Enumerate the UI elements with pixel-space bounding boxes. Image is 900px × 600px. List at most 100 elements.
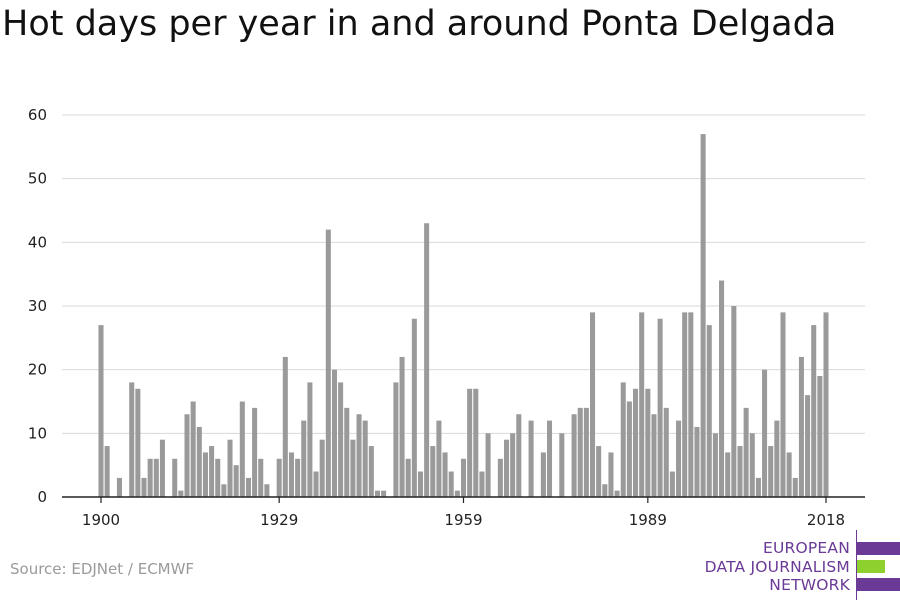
gridlines	[62, 114, 865, 434]
bar	[485, 433, 491, 497]
bar	[602, 484, 608, 497]
bar	[798, 356, 804, 497]
bar	[141, 477, 147, 497]
bar	[178, 490, 184, 497]
bar	[786, 452, 792, 497]
bar	[811, 325, 817, 497]
bar-chart: 0 10 20 30 40 50 60 1900 1929 1959 1989 2018	[28, 106, 865, 529]
bar	[620, 382, 626, 497]
bar	[350, 439, 356, 497]
y-tick-label: 10	[28, 424, 47, 442]
bar	[731, 306, 737, 497]
bar	[460, 458, 467, 497]
bar	[135, 388, 141, 497]
bar	[399, 356, 405, 497]
bar	[497, 458, 503, 497]
bar	[755, 477, 761, 497]
bar	[344, 407, 350, 497]
bar	[657, 318, 663, 497]
logo-line-2: DATA JOURNALISM	[704, 558, 850, 576]
source-note: Source: EDJNet / ECMWF	[10, 560, 195, 578]
bar	[159, 439, 165, 497]
logo-bar-purple-bottom	[857, 578, 900, 591]
bar	[510, 433, 516, 497]
bar	[546, 420, 553, 497]
bar	[577, 407, 583, 497]
bar	[479, 471, 485, 497]
bar	[583, 407, 589, 497]
bar	[362, 420, 368, 497]
bar	[626, 401, 632, 497]
bar	[252, 407, 258, 497]
bar	[651, 414, 657, 497]
bar	[823, 312, 829, 497]
edjnet-logo: EUROPEAN DATA JOURNALISM NETWORK	[700, 530, 900, 600]
bar	[307, 382, 313, 497]
bar	[405, 458, 411, 497]
bar	[417, 471, 424, 497]
bar	[202, 452, 208, 497]
bar	[215, 458, 221, 497]
bar	[129, 382, 135, 497]
bar	[325, 229, 331, 497]
bar	[448, 471, 454, 497]
y-tick-label: 30	[28, 297, 47, 315]
bar	[258, 458, 264, 497]
bar	[743, 407, 749, 497]
bar	[288, 452, 294, 497]
bar	[442, 452, 448, 497]
logo-separator	[856, 530, 857, 600]
bar	[313, 471, 319, 497]
x-tick-label: 2018	[807, 511, 845, 529]
x-axis-ticks: 1900 1929 1959 1989 2018	[82, 497, 845, 529]
bar	[596, 446, 602, 497]
bar	[719, 280, 725, 497]
y-axis-tick-labels: 0 10 20 30 40 50 60	[28, 106, 47, 506]
x-tick-label: 1959	[444, 511, 482, 529]
bar	[374, 490, 381, 497]
bar	[436, 420, 442, 497]
bar	[227, 439, 233, 497]
bar	[817, 376, 823, 497]
bar	[503, 439, 510, 497]
bar	[454, 490, 460, 497]
bar	[104, 446, 110, 497]
bar	[645, 388, 651, 497]
bar	[676, 420, 682, 497]
bar	[184, 414, 190, 497]
bar	[153, 458, 159, 497]
bar	[264, 484, 270, 497]
bar	[774, 420, 780, 497]
bar	[669, 471, 675, 497]
x-tick-label: 1929	[260, 511, 298, 529]
bar	[516, 414, 522, 497]
y-tick-label: 0	[37, 488, 47, 506]
bar	[301, 420, 307, 497]
bar	[190, 401, 196, 497]
bar	[368, 446, 374, 497]
bar	[245, 477, 251, 497]
bar	[196, 426, 202, 497]
y-tick-label: 20	[28, 361, 47, 379]
bar	[663, 407, 669, 497]
bar	[633, 388, 639, 497]
bar	[590, 312, 596, 497]
bar	[319, 439, 325, 497]
bar	[424, 223, 430, 497]
bar	[467, 388, 473, 497]
bar	[688, 312, 694, 497]
bar	[209, 446, 215, 497]
bar	[356, 414, 362, 497]
bar	[706, 325, 712, 497]
bar	[700, 134, 706, 497]
bar	[239, 401, 245, 497]
logo-line-3: NETWORK	[769, 576, 850, 594]
bar	[147, 458, 153, 497]
bars	[98, 134, 829, 497]
bar	[276, 458, 282, 497]
bar	[282, 356, 288, 497]
bar	[540, 452, 546, 497]
y-tick-label: 40	[28, 233, 47, 251]
bar	[682, 312, 688, 497]
bar	[381, 490, 387, 497]
